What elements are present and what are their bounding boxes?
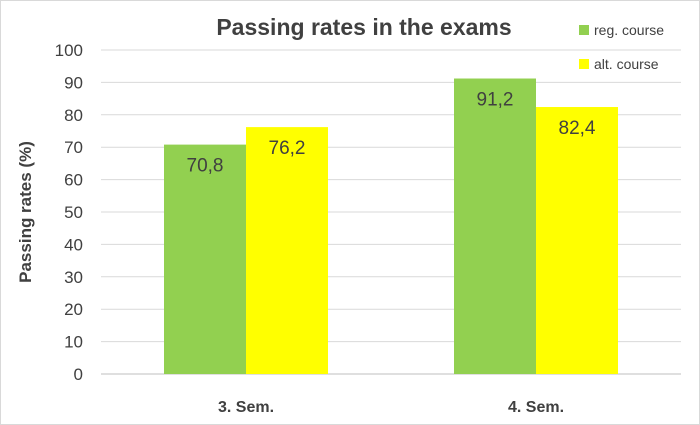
y-tick-label: 20 [64, 300, 83, 319]
data-label: 82,4 [559, 118, 596, 139]
x-tick-label: 4. Sem. [508, 399, 564, 416]
y-tick-label: 0 [74, 365, 83, 384]
legend-label: reg. course [594, 22, 664, 38]
data-label: 91,2 [477, 90, 514, 111]
y-axis-label: Passing rates (%) [16, 141, 35, 283]
legend-swatch [579, 25, 589, 35]
y-tick-label: 80 [64, 106, 83, 125]
y-tick-label: 30 [64, 268, 83, 287]
y-tick-label: 70 [64, 138, 83, 157]
x-tick-label: 3. Sem. [218, 399, 274, 416]
x-axis-ticks: 3. Sem. 4. Sem. [218, 399, 564, 416]
bar-alt-1 [246, 127, 328, 374]
bar-reg-2 [454, 78, 536, 375]
data-label: 76,2 [269, 138, 306, 159]
data-label: 70,8 [187, 156, 224, 177]
chart-title: Passing rates in the exams [216, 14, 511, 40]
y-tick-label: 10 [64, 333, 83, 352]
y-tick-label: 40 [64, 235, 83, 254]
legend: reg. course alt. course [579, 22, 664, 72]
bar-reg-1 [164, 144, 246, 374]
y-tick-label: 60 [64, 171, 83, 190]
y-axis-ticks: 0 10 20 30 40 50 60 70 80 90 100 [55, 41, 83, 384]
y-tick-label: 90 [64, 73, 83, 92]
bar-alt-2 [536, 107, 618, 375]
legend-label: alt. course [594, 56, 659, 72]
y-tick-label: 50 [64, 203, 83, 222]
y-tick-label: 100 [55, 41, 83, 60]
legend-swatch [579, 59, 589, 69]
bars: 70,8 76,2 91,2 82,4 [164, 78, 618, 375]
